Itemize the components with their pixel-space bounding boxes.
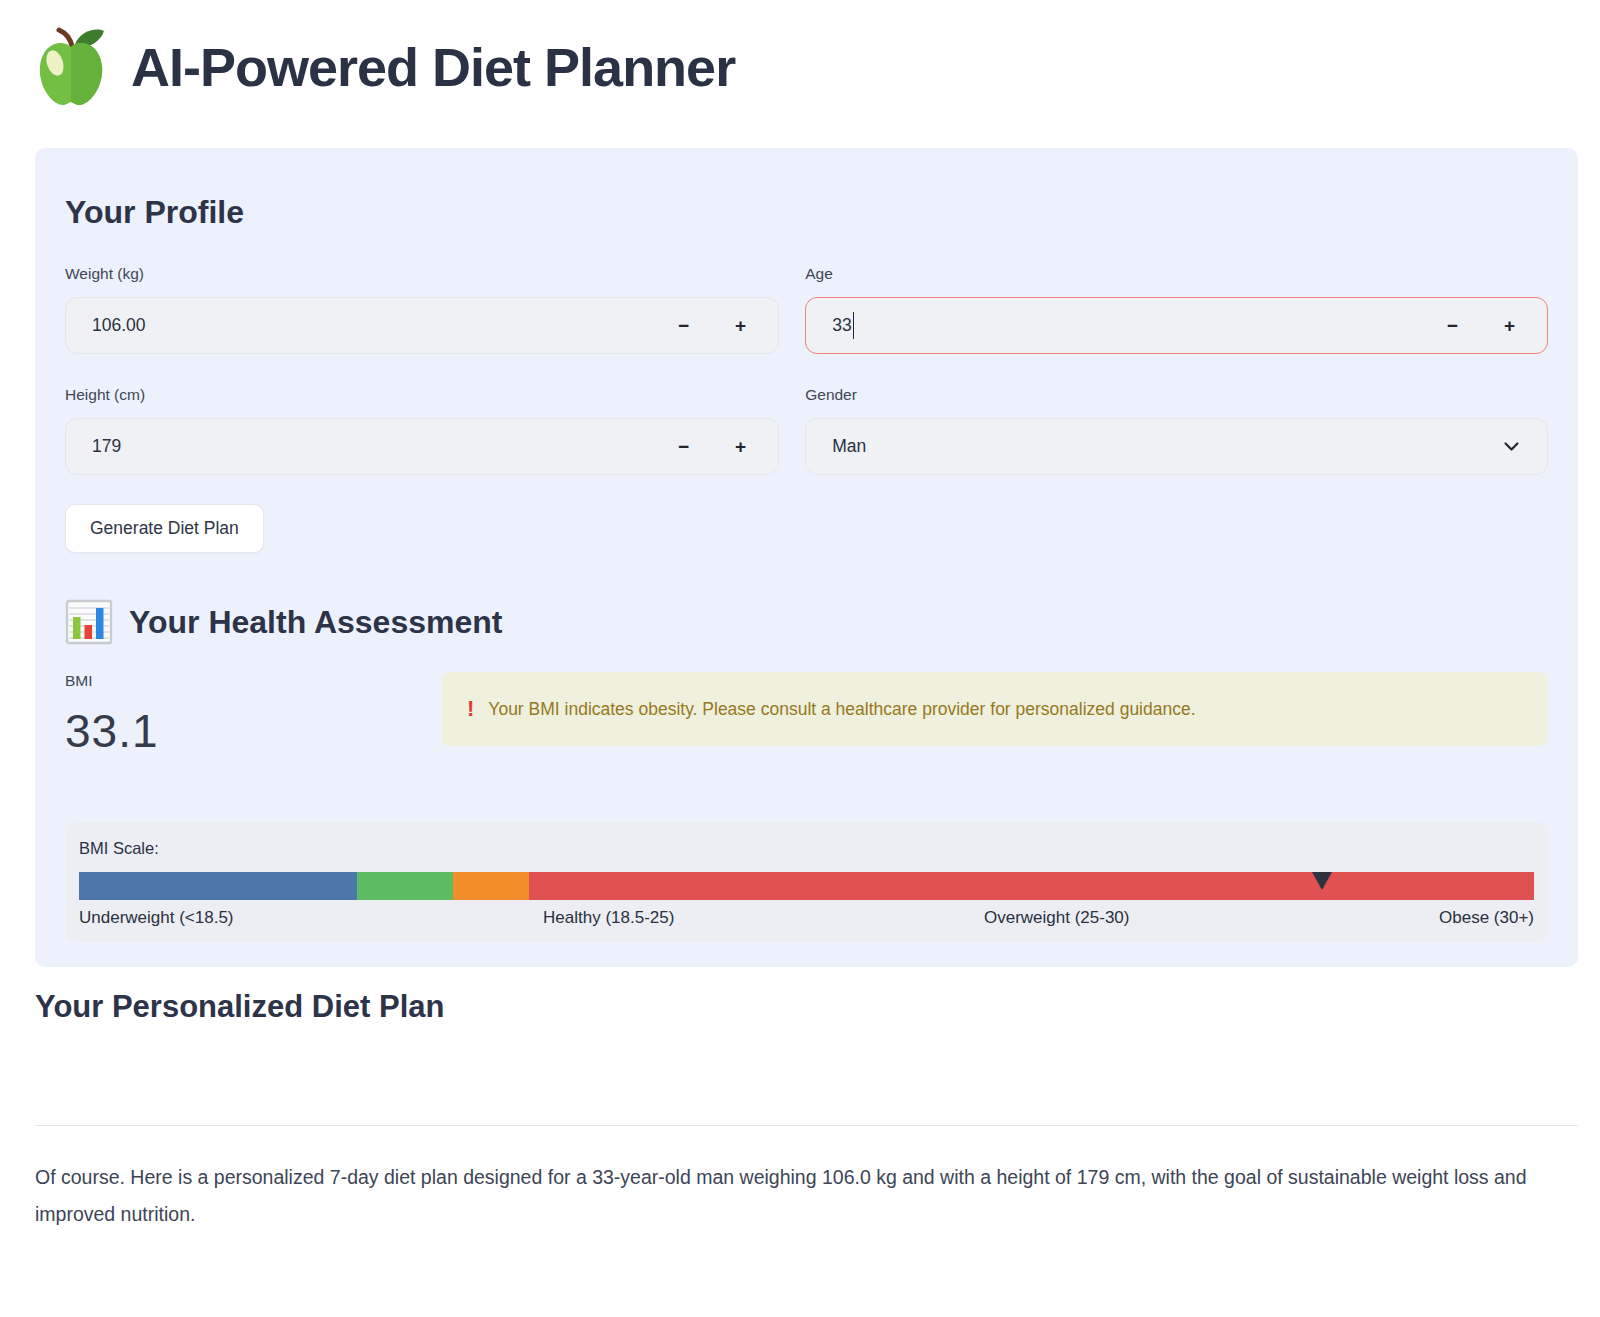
bmi-segment-overweight	[453, 872, 529, 900]
age-field: Age 33 − +	[805, 265, 1548, 354]
divider	[35, 1125, 1578, 1126]
generate-diet-plan-button[interactable]: Generate Diet Plan	[65, 504, 264, 553]
exclamation-icon: !	[467, 698, 474, 720]
bmi-segment-obese	[529, 872, 1534, 900]
height-increment-button[interactable]: +	[729, 432, 752, 462]
age-label: Age	[805, 265, 1548, 283]
bmi-segment-underweight	[79, 872, 357, 900]
main-panel: Your Profile Weight (kg) 106.00 − + Age …	[35, 148, 1578, 967]
bmi-value: 33.1	[65, 704, 441, 758]
bmi-warning-box: ! Your BMI indicates obesity. Please con…	[441, 672, 1548, 746]
scale-label-obese: Obese (30+)	[1439, 908, 1534, 928]
gender-select[interactable]: Man	[805, 418, 1548, 475]
page-title: AI-Powered Diet Planner	[131, 36, 735, 98]
bmi-marker	[1312, 872, 1332, 890]
weight-increment-button[interactable]: +	[729, 311, 752, 341]
height-input[interactable]: 179 − +	[65, 418, 779, 475]
age-decrement-button[interactable]: −	[1441, 311, 1464, 341]
bmi-warning-text: Your BMI indicates obesity. Please consu…	[488, 699, 1195, 720]
weight-value: 106.00	[92, 315, 146, 336]
app-header: AI-Powered Diet Planner	[35, 26, 1578, 108]
page: AI-Powered Diet Planner Your Profile Wei…	[0, 0, 1600, 1233]
chevron-down-icon	[1502, 437, 1521, 456]
bmi-scale-tick-labels: Underweight (<18.5) Healthy (18.5-25) Ov…	[79, 908, 1534, 928]
weight-label: Weight (kg)	[65, 265, 779, 283]
height-label: Height (cm)	[65, 386, 779, 404]
plan-intro-text: Of course. Here is a personalized 7-day …	[35, 1159, 1578, 1233]
height-field: Height (cm) 179 − +	[65, 386, 779, 475]
gender-value: Man	[832, 436, 866, 457]
height-decrement-button[interactable]: −	[672, 432, 695, 462]
green-apple-icon	[35, 26, 107, 108]
bmi-scale-bar	[79, 872, 1534, 900]
bmi-block: BMI 33.1	[65, 672, 441, 758]
profile-section-title: Your Profile	[65, 194, 1548, 231]
plan-section-title: Your Personalized Diet Plan	[35, 989, 1578, 1025]
age-increment-button[interactable]: +	[1498, 311, 1521, 341]
age-input[interactable]: 33 − +	[805, 297, 1548, 354]
bmi-label: BMI	[65, 672, 441, 690]
bmi-scale-box: BMI Scale: Underweight (<18.5) Healthy (…	[65, 822, 1548, 942]
scale-label-underweight: Underweight (<18.5)	[79, 908, 234, 928]
weight-field: Weight (kg) 106.00 − +	[65, 265, 779, 354]
bmi-scale-label: BMI Scale:	[79, 839, 1534, 858]
profile-form: Weight (kg) 106.00 − + Age 33 − +	[65, 265, 1548, 475]
assessment-header: Your Health Assessment	[65, 598, 1548, 646]
weight-input[interactable]: 106.00 − +	[65, 297, 779, 354]
scale-label-overweight: Overweight (25-30)	[984, 908, 1130, 928]
assessment-section-title: Your Health Assessment	[129, 604, 502, 641]
height-value: 179	[92, 436, 121, 457]
gender-field: Gender Man	[805, 386, 1548, 475]
age-value: 33	[832, 315, 851, 336]
bar-chart-icon	[65, 598, 113, 646]
assessment-row: BMI 33.1 ! Your BMI indicates obesity. P…	[65, 672, 1548, 758]
weight-decrement-button[interactable]: −	[672, 311, 695, 341]
scale-label-healthy: Healthy (18.5-25)	[543, 908, 674, 928]
text-cursor	[853, 312, 855, 339]
bmi-segment-healthy	[357, 872, 453, 900]
gender-label: Gender	[805, 386, 1548, 404]
